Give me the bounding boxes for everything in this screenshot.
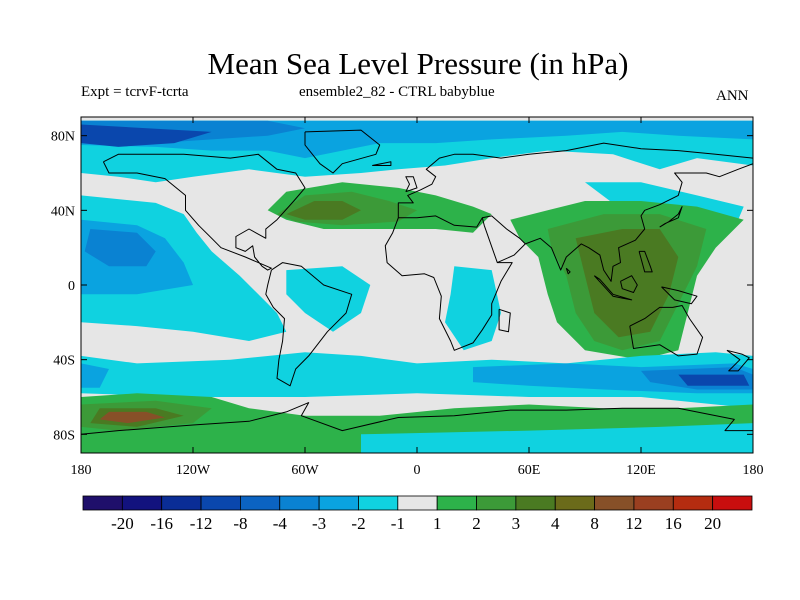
colorbar-swatch xyxy=(476,495,517,511)
colorbar-label: -8 xyxy=(233,514,247,533)
coastline xyxy=(629,305,704,357)
colorbar-swatch xyxy=(200,495,241,511)
coastline xyxy=(397,142,753,218)
lon-tick-label: 180 xyxy=(743,463,764,478)
region-arctic-low-4 xyxy=(81,124,212,147)
coastline xyxy=(265,262,353,387)
region-asia-indian-high-4 xyxy=(575,229,679,338)
lon-tick-label: 0 xyxy=(414,463,421,478)
lat-tick-label: 80N xyxy=(51,130,75,145)
coastline xyxy=(482,215,526,264)
colorbar-swatch xyxy=(436,495,477,511)
region-southern-ocean-neg-2 xyxy=(81,363,109,388)
coastline xyxy=(81,402,753,435)
region-antarctic-high-8 xyxy=(99,411,165,424)
colorbar-label: -3 xyxy=(312,514,326,533)
colorbar-swatch xyxy=(279,495,320,511)
lon-tick-label: 60E xyxy=(518,463,541,478)
colorbar-swatch xyxy=(82,495,123,511)
colorbar-swatch xyxy=(121,495,163,511)
colorbar-label: 1 xyxy=(433,514,442,533)
colorbar-label: -2 xyxy=(351,514,365,533)
colorbar-label: -1 xyxy=(391,514,405,533)
colorbar-label: 12 xyxy=(625,514,642,533)
coastline xyxy=(620,275,638,293)
coastline xyxy=(659,206,683,228)
colorbar-swatch xyxy=(161,495,202,511)
lat-tick-label: 40N xyxy=(51,204,75,219)
lat-tick-label: 40S xyxy=(53,354,75,369)
lon-tick-label: 120E xyxy=(626,463,656,478)
coastline xyxy=(638,250,653,273)
lat-tick-label: 80S xyxy=(53,428,75,443)
colorbar-label: 20 xyxy=(704,514,721,533)
colorbar-label: 3 xyxy=(512,514,521,533)
lon-tick-label: 180 xyxy=(71,463,92,478)
chart-title: Mean Sea Level Pressure (in hPa) xyxy=(207,46,629,81)
coastline xyxy=(661,286,698,305)
colorbar-swatch xyxy=(712,495,753,511)
colorbar-label: 16 xyxy=(665,514,682,533)
region-atlantic-high-4 xyxy=(286,201,361,220)
coastline xyxy=(304,129,381,174)
colorbar-label: -20 xyxy=(111,514,134,533)
coastline xyxy=(498,308,511,333)
colorbar-swatch xyxy=(318,495,359,511)
experiment-label: Expt = tcrvF-tcrta xyxy=(81,84,189,100)
colorbar-swatch xyxy=(397,495,438,511)
coastline xyxy=(565,267,571,275)
colorbar-swatch xyxy=(554,495,595,511)
region-southern-ocean-neg-5 xyxy=(678,374,750,386)
colorbar-label: 4 xyxy=(551,514,560,533)
lat-tick-label: 0 xyxy=(68,279,75,294)
coastline xyxy=(405,176,418,193)
coastline xyxy=(593,275,633,301)
colorbar-label: 8 xyxy=(590,514,599,533)
coastline xyxy=(726,349,750,372)
colorbar-swatch xyxy=(633,495,674,511)
colorbar-swatch xyxy=(672,495,714,511)
coastline xyxy=(384,215,513,351)
colorbar-label: 2 xyxy=(472,514,481,533)
coastline xyxy=(525,163,753,282)
colorbar-swatch xyxy=(515,495,556,511)
ensemble-label: ensemble2_82 - CTRL babyblue xyxy=(299,84,495,100)
colorbar-swatch xyxy=(594,495,635,511)
region-central-pacific-neg-3 xyxy=(84,229,156,267)
colorbar-label: -12 xyxy=(190,514,213,533)
colorbar-label: -4 xyxy=(273,514,288,533)
region-equatorial-atlantic-neg xyxy=(286,266,371,332)
colorbar-swatch xyxy=(358,495,399,511)
coastline xyxy=(102,153,306,271)
colorbar-label: -16 xyxy=(150,514,173,533)
region-antarctic-cyan xyxy=(361,423,753,453)
lon-tick-label: 120W xyxy=(176,463,211,478)
colorbar-swatch xyxy=(240,495,281,511)
lon-tick-label: 60W xyxy=(291,463,319,478)
region-south-africa-neg xyxy=(445,266,501,351)
season-label: ANN xyxy=(716,88,749,104)
coastline xyxy=(372,161,392,166)
